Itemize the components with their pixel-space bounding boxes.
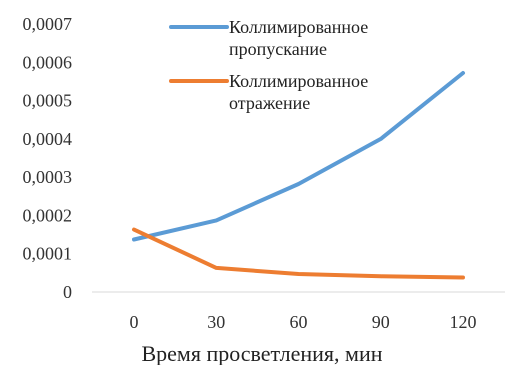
y-tick-label: 0,0007 xyxy=(23,14,73,34)
legend: КоллимированноепропусканиеКоллимированно… xyxy=(169,17,368,113)
legend-label-1: пропускание xyxy=(229,39,327,59)
series-line-2 xyxy=(132,227,465,280)
y-tick-label: 0,0004 xyxy=(23,129,73,149)
x-tick-label: 0 xyxy=(130,312,139,332)
series-lines xyxy=(132,71,465,280)
y-tick-label: 0,0001 xyxy=(23,244,73,264)
y-tick-label: 0,0003 xyxy=(23,167,73,187)
x-tick-label: 120 xyxy=(450,312,477,332)
y-tick-label: 0 xyxy=(63,282,72,302)
x-tick-label: 90 xyxy=(372,312,390,332)
y-tick-label: 0,0006 xyxy=(23,52,73,72)
y-axis-tick-labels: 0 0,0001 0,0002 0,0003 0,0004 0,0005 0,0006 0,0… xyxy=(23,14,73,302)
legend-label-2: Коллимированное xyxy=(229,71,368,91)
x-tick-label: 30 xyxy=(207,312,225,332)
x-axis-title: Время просветления, мин xyxy=(141,341,382,365)
x-tick-label: 60 xyxy=(290,312,308,332)
legend-label-2: отражение xyxy=(229,93,310,113)
series-line-1 xyxy=(132,71,465,242)
x-axis-tick-labels: 0 30 60 90 120 xyxy=(130,312,477,332)
y-tick-label: 0,0005 xyxy=(23,91,73,111)
legend-label-1: Коллимированное xyxy=(229,17,368,37)
y-tick-label: 0,0002 xyxy=(23,205,73,225)
